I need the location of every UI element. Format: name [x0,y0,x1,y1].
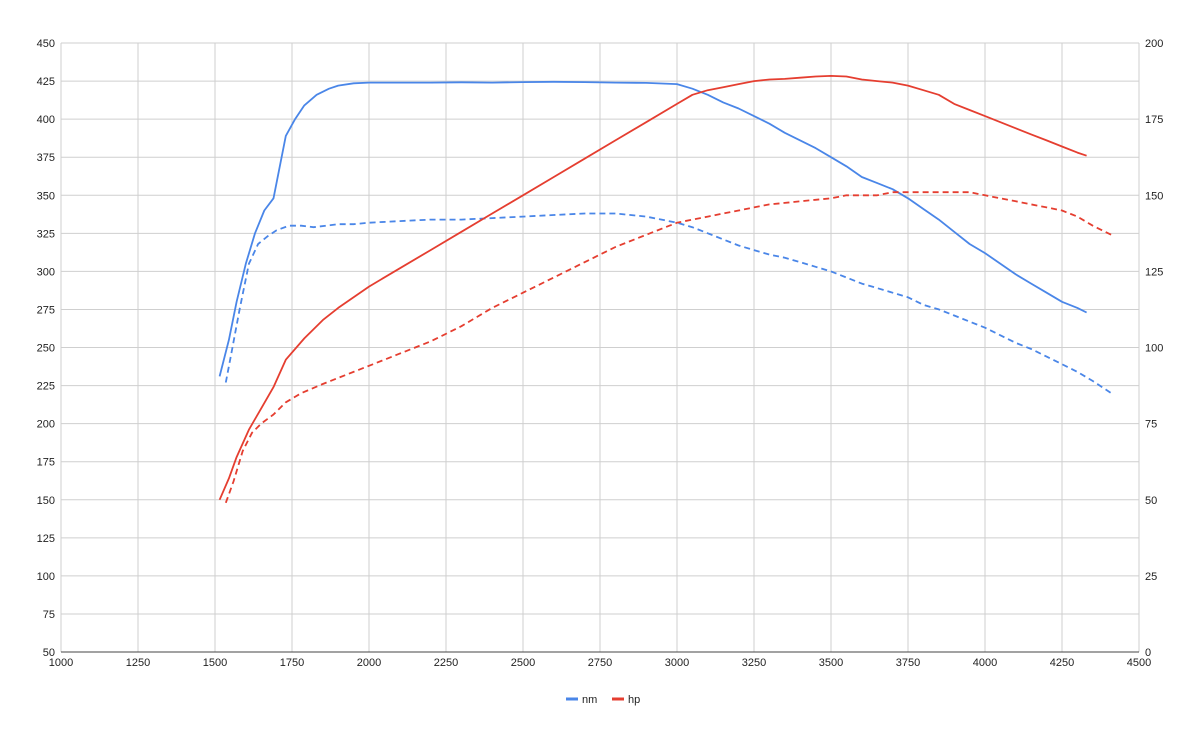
y-left-tick-label: 450 [37,38,55,50]
y-right-tick-label: 150 [1145,190,1163,202]
x-tick-label: 1500 [203,657,227,669]
y-right-tick-label: 100 [1145,343,1163,355]
x-tick-label: 2500 [511,657,535,669]
y-left-tick-label: 75 [43,609,55,621]
axes: 4504254003753503253002752502252001751501… [37,38,1164,669]
y-left-tick-label: 50 [43,647,55,659]
y-left-tick-label: 100 [37,571,55,583]
x-tick-label: 3250 [742,657,766,669]
x-tick-label: 2750 [588,657,612,669]
y-left-tick-label: 425 [37,76,55,88]
y-left-tick-label: 350 [37,190,55,202]
y-left-tick-label: 325 [37,228,55,240]
y-right-tick-label: 0 [1145,647,1151,659]
series-lines [218,75,1112,504]
series-line-dashed-1 [224,212,1112,394]
y-left-tick-label: 275 [37,304,55,316]
y-right-tick-label: 125 [1145,266,1163,278]
x-tick-label: 4250 [1050,657,1074,669]
y-left-tick-label: 300 [37,266,55,278]
x-tick-label: 3000 [665,657,689,669]
series-line-nm [218,80,1088,377]
x-tick-label: 4500 [1127,657,1151,669]
x-tick-label: 1750 [280,657,304,669]
x-tick-label: 3750 [896,657,920,669]
x-tick-label: 2000 [357,657,381,669]
x-tick-label: 1250 [126,657,150,669]
grid [60,42,1140,653]
y-left-tick-label: 375 [37,152,55,164]
y-right-tick-label: 25 [1145,571,1157,583]
y-right-tick-label: 200 [1145,38,1163,50]
legend-label-nm: nm [582,694,597,706]
y-left-tick-label: 125 [37,533,55,545]
y-left-tick-label: 250 [37,343,55,355]
x-tick-label: 1000 [49,657,73,669]
y-left-tick-label: 225 [37,381,55,393]
series-line-dashed-3 [224,191,1112,504]
y-left-tick-label: 200 [37,419,55,431]
y-left-tick-label: 400 [37,114,55,126]
x-tick-label: 3500 [819,657,843,669]
legend: nm hp [566,694,640,706]
y-right-tick-label: 75 [1145,419,1157,431]
x-tick-label: 2250 [434,657,458,669]
x-tick-label: 4000 [973,657,997,669]
y-right-tick-label: 50 [1145,495,1157,507]
legend-label-hp: hp [628,694,640,706]
series-line-hp [218,75,1087,501]
y-left-tick-label: 150 [37,495,55,507]
y-right-tick-label: 175 [1145,114,1163,126]
y-left-tick-label: 175 [37,457,55,469]
